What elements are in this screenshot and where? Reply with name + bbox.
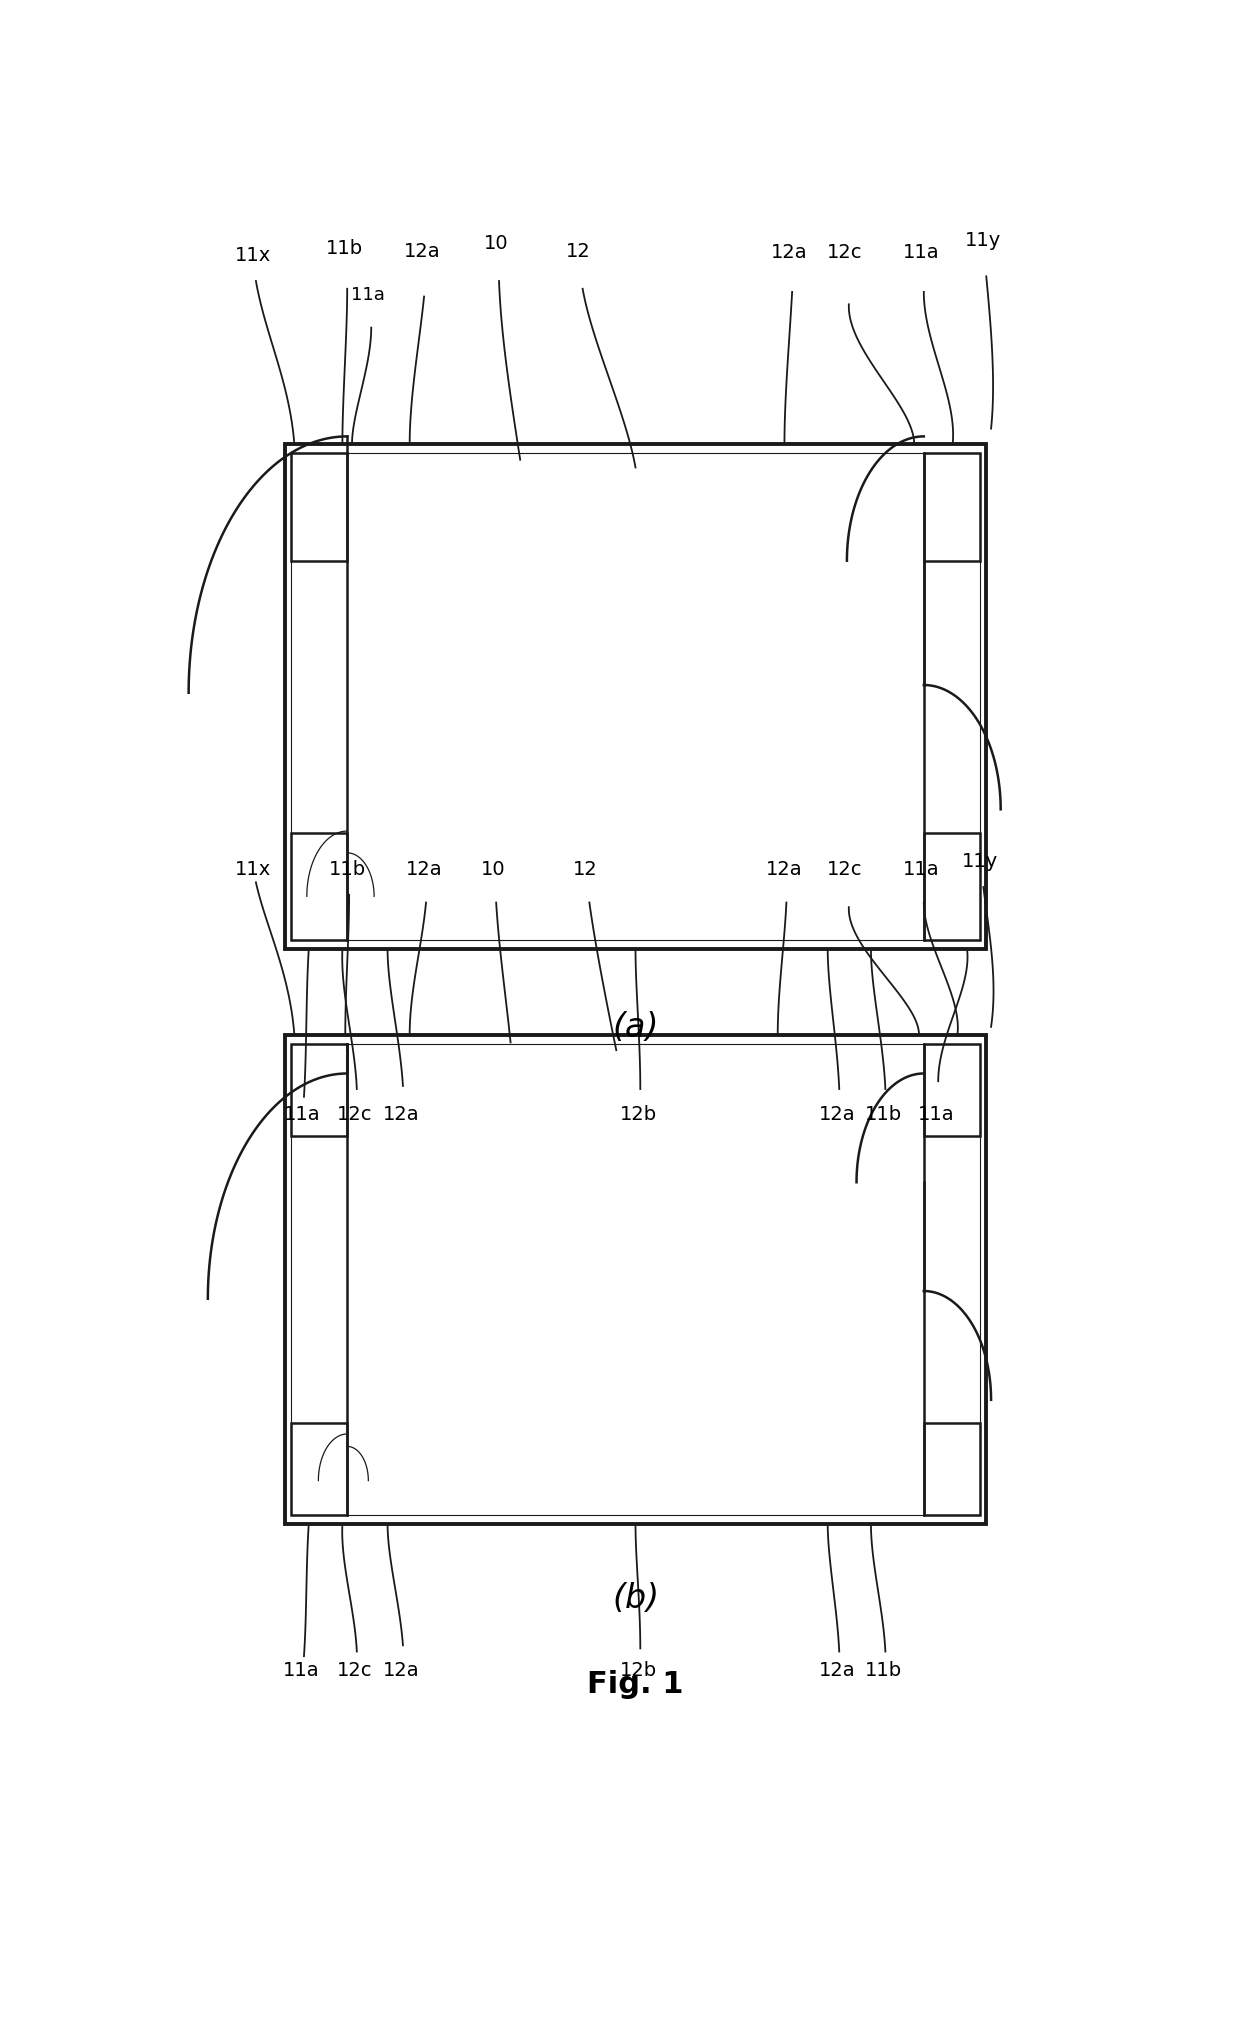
Text: 10: 10	[481, 860, 506, 880]
Text: Fig. 1: Fig. 1	[588, 1669, 683, 1699]
Text: 11b: 11b	[326, 238, 363, 258]
Text: 12: 12	[565, 242, 590, 260]
Text: 11a: 11a	[918, 1104, 955, 1124]
Text: 10: 10	[484, 234, 508, 252]
Text: 12c: 12c	[337, 1104, 373, 1124]
Text: 11b: 11b	[864, 1661, 901, 1679]
Text: 12a: 12a	[404, 242, 440, 260]
Text: 12a: 12a	[383, 1661, 419, 1679]
Text: 11b: 11b	[864, 1104, 901, 1124]
Text: 12: 12	[573, 860, 598, 880]
Text: 11b: 11b	[329, 860, 366, 880]
Text: 12b: 12b	[620, 1104, 657, 1124]
Bar	[924, 1423, 981, 1516]
Bar	[924, 1043, 981, 1136]
Text: 12a: 12a	[405, 860, 443, 880]
Bar	[924, 454, 981, 561]
Text: 11a: 11a	[283, 1661, 320, 1679]
Text: (b): (b)	[611, 1582, 660, 1614]
Bar	[290, 454, 347, 561]
Bar	[290, 833, 347, 940]
Bar	[290, 1043, 347, 1136]
Text: 12c: 12c	[827, 860, 863, 880]
Text: 12b: 12b	[620, 1661, 657, 1679]
Text: 11a: 11a	[351, 287, 386, 305]
Bar	[290, 454, 981, 940]
Bar	[285, 444, 986, 948]
Text: 11y: 11y	[961, 852, 998, 872]
Bar	[290, 1043, 981, 1516]
Text: 12a: 12a	[383, 1104, 419, 1124]
Bar	[290, 1423, 347, 1516]
Text: 12a: 12a	[818, 1104, 856, 1124]
Text: 11y: 11y	[965, 230, 1002, 250]
Bar	[285, 1035, 986, 1524]
Text: 11a: 11a	[903, 860, 939, 880]
Text: 12c: 12c	[337, 1661, 373, 1679]
Text: 12a: 12a	[766, 860, 802, 880]
Text: 11x: 11x	[234, 860, 272, 880]
Text: 12a: 12a	[818, 1661, 856, 1679]
Text: 11x: 11x	[234, 246, 272, 266]
Bar	[924, 833, 981, 940]
Text: 12a: 12a	[771, 244, 807, 262]
Text: (a): (a)	[613, 1011, 658, 1045]
Text: 11a: 11a	[284, 1104, 320, 1124]
Text: 11a: 11a	[903, 244, 939, 262]
Text: 12c: 12c	[827, 244, 863, 262]
